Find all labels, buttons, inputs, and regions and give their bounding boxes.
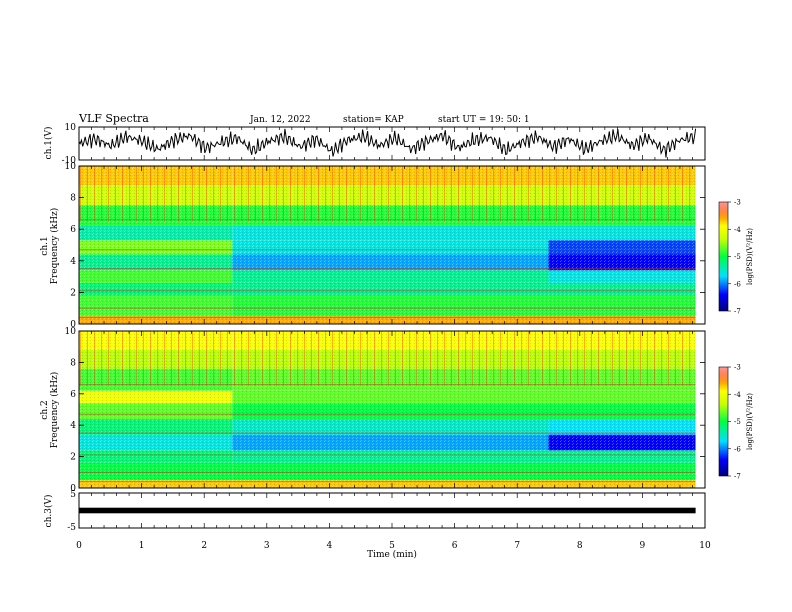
ch1-spectrogram-nodata-area bbox=[695, 166, 705, 324]
x-tick-label: 5 bbox=[389, 541, 395, 551]
ch2-spectrogram-panel: 0 2 4 6 8 10 bbox=[65, 327, 706, 494]
ch2-channel-label: ch.2 bbox=[40, 400, 50, 419]
ch2-spectrogram-ytick-label: 2 bbox=[70, 453, 76, 463]
ch2-colorbar: -3 -4 -5 -6 -7 log(PSD)(V²/Hz) bbox=[718, 364, 754, 481]
ch1-spectrogram-ytick-label: 10 bbox=[65, 162, 77, 172]
ch1-voltage-ylabel: ch.1(V) bbox=[43, 127, 54, 160]
date-label: Jan. 12, 2022 bbox=[249, 115, 311, 125]
ch1-colorbar-tick-label: -4 bbox=[734, 226, 741, 234]
ch1-colorbar-tick-label: -7 bbox=[734, 308, 741, 316]
ch1-spectrogram-ytick-label: 8 bbox=[70, 194, 76, 204]
ch3-waveform-band bbox=[79, 507, 696, 514]
ch1-spectrogram-impulse-streaks bbox=[79, 166, 696, 222]
x-tick-label: 9 bbox=[640, 541, 646, 551]
figure-title: VLF Spectra bbox=[78, 112, 149, 125]
ch2-colorbar-tick-label: -3 bbox=[734, 364, 741, 372]
ch2-spectrogram-nodata-area bbox=[695, 331, 705, 488]
ch3-voltage-ylabel: ch.3(V) bbox=[43, 495, 54, 528]
ch2-frequency-ylabel-group: ch.2 Frequency (kHz) bbox=[40, 372, 60, 449]
ch2-spectrogram-ytick-label: 8 bbox=[70, 358, 76, 368]
x-tick-labels: 0 1 2 3 4 5 6 7 8 9 10 bbox=[76, 541, 711, 551]
start-time-label: start UT = 19: 50: 1 bbox=[438, 115, 530, 125]
ch1-colorbar-tick-label: -5 bbox=[734, 253, 741, 261]
ch1-colorbar: -3 -4 -5 -6 -7 log(PSD)(V²/Hz) bbox=[718, 199, 754, 316]
x-tick-label: 10 bbox=[699, 541, 711, 551]
ch2-spectrogram-ytick-label: 0 bbox=[70, 484, 76, 494]
ch1-colorbar-tick-label: -6 bbox=[734, 280, 741, 288]
ch1-spectrogram-ytick-label: 0 bbox=[70, 320, 76, 330]
ch1-colorbar-gradient-top bbox=[719, 202, 728, 311]
x-tick-label: 0 bbox=[76, 541, 82, 551]
ch2-frequency-label: Frequency (kHz) bbox=[49, 372, 60, 449]
ch1-spectrogram-ytick-label: 6 bbox=[70, 225, 76, 235]
ch2-colorbar-label: log(PSD)(V²/Hz) bbox=[746, 393, 754, 450]
ch1-ytick-label: 10 bbox=[65, 123, 77, 133]
ch3-ytick-label: 5 bbox=[70, 490, 76, 500]
x-tick-label: 4 bbox=[327, 541, 333, 551]
ch1-colorbar-tick-label: -3 bbox=[734, 199, 741, 207]
ch1-channel-label: ch.1 bbox=[40, 236, 50, 255]
x-tick-label: 3 bbox=[264, 541, 270, 551]
ch1-waveform-panel: 10 -10 bbox=[62, 123, 706, 166]
ch1-frequency-label: Frequency (kHz) bbox=[49, 208, 60, 285]
x-tick-label: 7 bbox=[514, 541, 520, 551]
ch2-spectrogram-ytick-label: 10 bbox=[65, 327, 77, 337]
ch2-colorbar-tick-label: -4 bbox=[734, 391, 741, 399]
ch1-spectrogram-panel: 0 2 4 6 8 10 bbox=[65, 162, 706, 330]
ch2-colorbar-tick-label: -5 bbox=[734, 418, 741, 426]
x-tick-label: 8 bbox=[577, 541, 583, 551]
ch1-waveform-line bbox=[78, 128, 697, 158]
x-tick-label: 1 bbox=[139, 541, 145, 551]
x-tick-label: 6 bbox=[452, 541, 458, 551]
ch1-frequency-ylabel-group: ch.1 Frequency (kHz) bbox=[40, 208, 60, 285]
ch3-waveform-panel: 5 -5 bbox=[67, 490, 706, 533]
time-xlabel: Time (min) bbox=[367, 549, 417, 560]
ch2-colorbar-tick-label: -6 bbox=[734, 445, 741, 453]
x-tick-label: 2 bbox=[201, 541, 207, 551]
ch2-spectrogram-impulse-streaks bbox=[79, 331, 696, 386]
station-label: station= KAP bbox=[343, 115, 404, 125]
ch1-colorbar-label: log(PSD)(V²/Hz) bbox=[746, 228, 754, 285]
ch1-spectrogram-ytick-label: 4 bbox=[70, 257, 76, 267]
ch2-colorbar-tick-label: -7 bbox=[734, 473, 741, 481]
ch1-ytick-label: -10 bbox=[62, 156, 77, 166]
ch2-spectrogram-ytick-label: 6 bbox=[70, 390, 76, 400]
ch3-ytick-label: -5 bbox=[67, 523, 76, 533]
ch1-spectrogram-ytick-label: 2 bbox=[70, 288, 76, 298]
ch2-colorbar-gradient-top bbox=[719, 367, 728, 476]
ch2-spectrogram-ytick-label: 4 bbox=[70, 421, 76, 431]
